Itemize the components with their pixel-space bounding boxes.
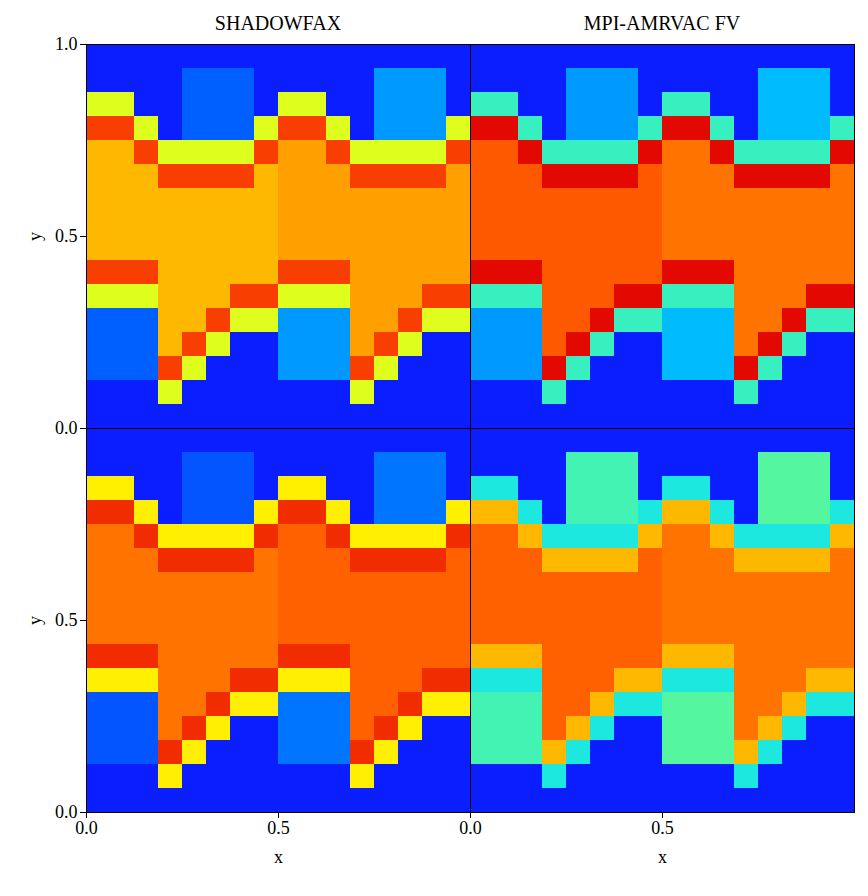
svg-text:1.0: 1.0 (55, 34, 78, 54)
svg-text:x: x (658, 847, 667, 867)
svg-text:0.0: 0.0 (55, 802, 78, 822)
html-text:MPI-AMRVAC FV: MPI-AMRVAC FV (583, 12, 741, 34)
svg-text:0.0: 0.0 (75, 818, 98, 838)
svg-text:0.5: 0.5 (55, 610, 78, 630)
svg-text:0.5: 0.5 (651, 818, 674, 838)
svg-text:0.0: 0.0 (55, 418, 78, 438)
svg-text:y: y (25, 616, 45, 625)
svg-text:x: x (274, 847, 283, 867)
svg-text:0.0: 0.0 (459, 818, 482, 838)
svg-text:0.5: 0.5 (55, 226, 78, 246)
html-text:SHADOWFAX: SHADOWFAX (214, 12, 342, 34)
svg-text:0.5: 0.5 (267, 818, 290, 838)
svg-text:y: y (25, 232, 45, 241)
